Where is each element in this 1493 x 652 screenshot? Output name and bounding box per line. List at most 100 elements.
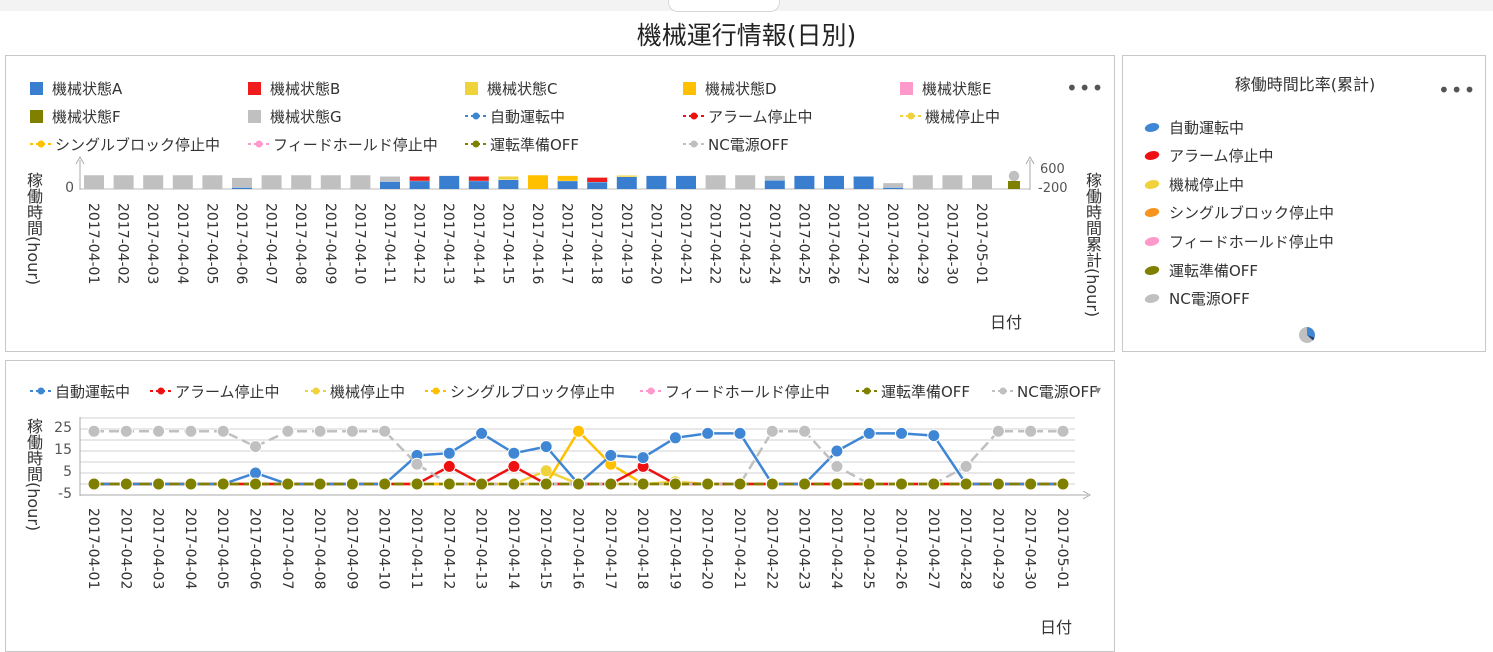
bar-legend-item[interactable]: 機械状態G [248,106,342,126]
series-line [94,429,1063,486]
line-x-tick-label: 2017-04-08 [311,508,328,590]
line-legend-item[interactable]: 機械停止中 [305,381,405,401]
data-point [249,466,262,480]
legend-line-marker [640,387,662,395]
bar-segment [232,187,252,189]
bar-chart-plot [75,155,1035,190]
legend-line-marker [465,140,487,148]
bar-segment [261,175,282,189]
line-x-tick-label: 2017-04-24 [827,508,844,590]
legend-next-arrow[interactable]: ▾ [1095,383,1102,397]
line-y-tick: 25 [54,420,72,436]
legend-line-marker [248,140,270,148]
bar-legend-item[interactable]: 自動運転中 [465,106,565,126]
line-x-tick-label: 2017-04-01 [85,508,101,590]
legend-label: 機械停止中 [330,382,406,401]
legend-swatch [30,81,43,95]
pie-slice-auto [1307,327,1315,338]
bar-y2-tick: 600 [1040,162,1065,177]
pie-legend-item[interactable]: NC電源OFF [1143,289,1250,309]
line-x-tick-label: 2017-04-30 [1021,508,1038,590]
bar-legend-item[interactable]: 運転準備OFF [465,134,579,154]
pie-legend-item[interactable]: 運転準備OFF [1143,260,1258,280]
data-point [410,477,424,491]
line-legend-item[interactable]: シングルブロック停止中 [425,381,615,401]
data-point [701,477,715,491]
bar-cumulative-bar [1008,181,1020,189]
data-point [895,426,908,440]
data-point [216,424,230,438]
line-legend-item[interactable]: アラーム停止中 [150,381,280,401]
data-point [507,477,521,491]
line-x-tick-label: 2017-04-14 [504,508,521,590]
bar-segment [587,182,608,189]
line-y-axis-title: 稼働時間(hour) [24,418,43,532]
legend-swatch [683,81,696,95]
bar-x-tick-label: 2017-04-26 [825,203,841,285]
line-legend-item[interactable]: NC電源OFF [992,381,1098,401]
bar-segment [794,175,815,189]
bar-segment [409,176,430,181]
legend-label: 自動運転中 [1169,118,1245,137]
data-point [830,477,844,491]
bar-legend-item[interactable]: 機械状態E [900,78,991,98]
legend-swatch [248,81,261,95]
bar-legend-item[interactable]: 機械状態D [683,78,777,98]
legend-swatch [465,81,478,95]
data-point [539,440,553,454]
legend-line-marker [150,387,172,395]
bar-legend-item[interactable]: 機械状態C [465,78,557,98]
bar-x-tick-label: 2017-04-06 [233,203,249,285]
bar-chart-panel [5,55,1115,352]
bar-legend-item[interactable]: 機械状態B [248,78,340,98]
line-legend-item[interactable]: 自動運転中 [30,381,130,401]
bar-chart-more-button[interactable]: ••• [1066,76,1105,100]
legend-swatch [30,109,43,123]
data-point [862,477,876,491]
bar-x-tick-label: 2017-04-11 [381,203,397,285]
data-point [636,451,650,465]
bar-legend-item[interactable]: フィードホールド停止中 [248,134,438,154]
bar-x-tick-label: 2017-04-28 [884,203,901,285]
bar-segment [113,175,134,189]
data-point [733,426,747,440]
data-point [507,446,521,460]
bar-segment [972,175,992,189]
pie-legend-item[interactable]: 機械停止中 [1143,174,1245,194]
line-legend-item[interactable]: 運転準備OFF [856,381,970,401]
legend-line-marker [425,387,447,395]
bar-segment [291,175,312,189]
pie-legend-item[interactable]: フィードホールド停止中 [1143,231,1334,251]
legend-label: 機械状態G [270,107,342,126]
bar-segment [942,175,963,189]
pie-legend-item[interactable]: シングルブロック停止中 [1143,203,1334,223]
legend-line-marker [465,112,487,120]
line-y-tick: -5 [58,486,72,502]
line-x-tick-label: 2017-04-15 [537,508,554,590]
bar-legend-item[interactable]: NC電源OFF [683,134,789,154]
legend-label: 機械状態D [705,79,777,98]
line-x-tick-label: 2017-04-25 [860,508,877,590]
bar-segment [380,176,400,182]
bar-x-tick-label: 2017-04-17 [558,203,575,285]
line-x-tick-label: 2017-04-29 [989,508,1006,590]
bar-x-tick-label: 2017-04-10 [351,203,368,285]
bar-legend-item[interactable]: 機械停止中 [900,106,1000,126]
data-point [830,444,844,458]
pie-chart-more-button[interactable]: ••• [1438,78,1477,102]
bar-legend-item[interactable]: アラーム停止中 [683,106,813,126]
line-chart-plot [79,417,1092,500]
pie-legend-item[interactable]: 自動運転中 [1143,117,1245,137]
line-legend-item[interactable]: フィードホールド停止中 [640,381,830,401]
bar-legend-item[interactable]: 機械状態F [30,106,121,126]
legend-label: 機械状態A [52,79,123,98]
bar-legend-item[interactable]: 機械状態A [30,78,122,98]
legend-line-marker [856,387,878,395]
line-x-tick-label: 2017-04-10 [375,508,392,590]
line-x-tick-label: 2017-04-09 [343,508,360,590]
bar-legend-item[interactable]: シングルブロック停止中 [30,134,220,154]
data-point [216,477,230,491]
bar-x-tick-label: 2017-04-29 [913,203,930,285]
pie-legend-item[interactable]: アラーム停止中 [1143,146,1274,166]
legend-label: 機械停止中 [1169,175,1245,194]
